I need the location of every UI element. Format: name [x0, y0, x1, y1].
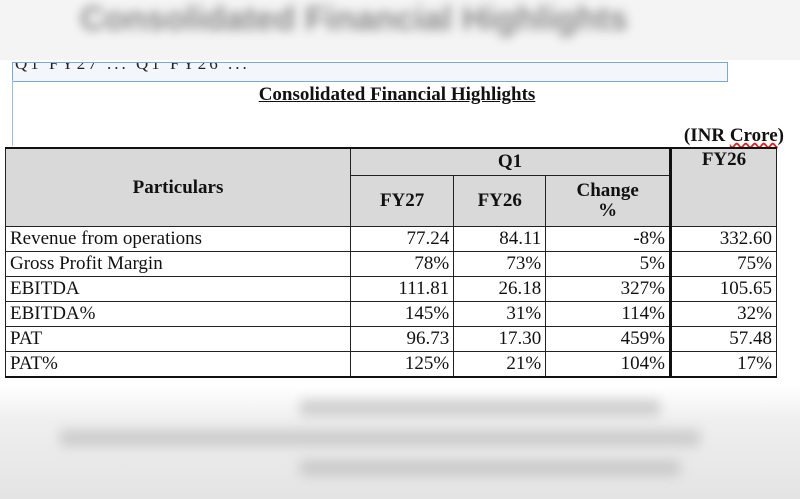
cell-fy26-full: 105.65	[669, 276, 777, 302]
table-row: EBITDA% 145% 31% 114% 32%	[5, 301, 777, 327]
header-fy27: FY27	[349, 175, 455, 227]
cell-fy26: 26.18	[453, 276, 547, 302]
header-particulars: Particulars	[5, 147, 351, 227]
header-q1: Q1	[350, 147, 671, 176]
cell-fy27: 111.81	[349, 276, 455, 302]
cell-change: 327%	[545, 276, 671, 302]
cell-fy26: 31%	[453, 301, 547, 327]
row-label: EBITDA	[5, 276, 351, 302]
blurred-row	[300, 460, 680, 476]
financial-highlights-table: Particulars Q1 FY26 FY27 FY26 Change% Re…	[5, 147, 777, 378]
cell-fy26: 84.11	[453, 226, 547, 252]
cell-change: 5%	[545, 251, 671, 277]
cell-change: -8%	[545, 226, 671, 252]
cell-change: 459%	[545, 326, 671, 352]
row-label: PAT%	[5, 351, 351, 378]
cell-fy27: 125%	[349, 351, 455, 378]
blurred-heading-text: Consolidated Financial Highlights	[80, 0, 628, 38]
cell-fy27: 145%	[349, 301, 455, 327]
cell-fy26-full: 332.60	[669, 226, 777, 252]
blurred-footer-band	[0, 386, 800, 499]
cell-fy26-full: 17%	[669, 351, 777, 378]
table-row: PAT% 125% 21% 104% 17%	[5, 351, 777, 378]
clipped-text: Q1 FY27 ... Q1 FY26 ...	[15, 62, 250, 73]
table-row: Revenue from operations 77.24 84.11 -8% …	[5, 226, 777, 252]
cell-fy26-full: 32%	[669, 301, 777, 327]
cell-fy27: 96.73	[349, 326, 455, 352]
cell-change: 104%	[545, 351, 671, 378]
blurred-row	[300, 400, 660, 416]
cell-fy26-full: 57.48	[669, 326, 777, 352]
table-row: PAT 96.73 17.30 459% 57.48	[5, 326, 777, 352]
cell-fy26: 73%	[453, 251, 547, 277]
row-label: EBITDA%	[5, 301, 351, 327]
cell-change: 114%	[545, 301, 671, 327]
cell-fy26: 21%	[453, 351, 547, 378]
cell-fy27: 77.24	[349, 226, 455, 252]
header-change-word: Change	[576, 180, 639, 201]
header-fy26-year: FY26	[669, 147, 777, 227]
table-row: EBITDA 111.81 26.18 327% 105.65	[5, 276, 777, 302]
units-note: (INR Crore)	[684, 125, 784, 147]
row-label: PAT	[5, 326, 351, 352]
units-suffix: )	[777, 125, 784, 146]
header-fy26: FY26	[453, 175, 547, 227]
blurred-row	[60, 430, 700, 446]
row-label: Gross Profit Margin	[5, 251, 351, 277]
margin-rule	[12, 80, 13, 146]
units-word: Crore	[729, 125, 778, 146]
cell-fy26-full: 75%	[669, 251, 777, 277]
selected-text-line[interactable]: Q1 FY27 ... Q1 FY26 ...	[12, 62, 728, 82]
blurred-header-band: Consolidated Financial Highlights	[0, 0, 800, 60]
page-title: Consolidated Financial Highlights	[258, 84, 536, 105]
header-change-pct: %	[598, 200, 618, 221]
header-change: Change%	[545, 175, 671, 227]
cell-fy27: 78%	[349, 251, 455, 277]
units-prefix: (INR	[683, 125, 730, 146]
table-row: Gross Profit Margin 78% 73% 5% 75%	[5, 251, 777, 277]
cell-fy26: 17.30	[453, 326, 547, 352]
row-label: Revenue from operations	[5, 226, 351, 252]
